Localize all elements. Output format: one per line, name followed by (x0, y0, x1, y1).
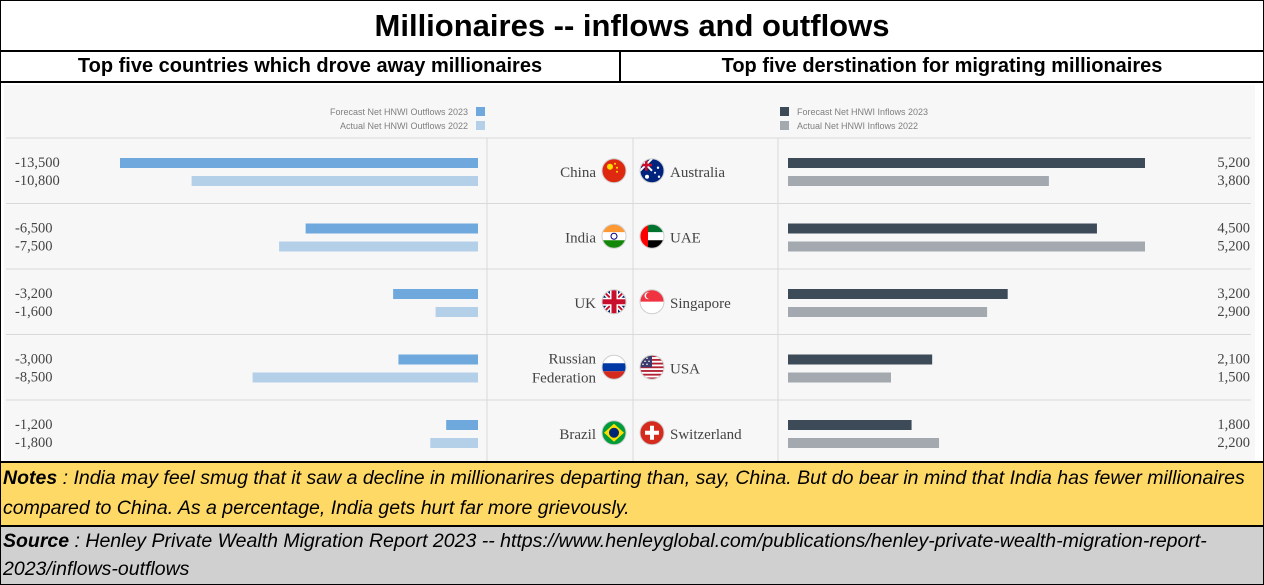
legend-label: Actual Net HNWI Inflows 2022 (797, 121, 918, 131)
outflow-value-label: -7,500 (15, 239, 52, 255)
russia-flag-icon (602, 355, 626, 380)
migration-chart: Forecast Net HNWI Outflows 2023 Actual Ne… (4, 85, 1255, 461)
origin-country-label: Brazil (559, 427, 596, 443)
outflow-bar (446, 420, 478, 430)
uae-flag-icon (640, 224, 664, 249)
origin-country-label: India (565, 230, 596, 246)
china-flag-icon (602, 158, 626, 183)
legend-label: Forecast Net HNWI Outflows 2023 (330, 107, 468, 117)
inflow-value-label: 1,800 (1217, 417, 1250, 433)
inflow-bar (788, 176, 1049, 186)
destination-country-label: Australia (670, 165, 725, 181)
outflow-bar (191, 176, 478, 186)
outflow-value-label: -8,500 (15, 370, 52, 386)
source-label: Source (3, 530, 70, 552)
flag-outline (601, 223, 627, 249)
brazil-flag-icon (602, 420, 626, 445)
flag-outline (639, 289, 665, 315)
inflow-value-label: 2,100 (1217, 352, 1250, 368)
outflow-bar (393, 289, 478, 299)
uk-flag-icon (602, 289, 626, 314)
inflow-value-label: 1,500 (1217, 370, 1250, 386)
inflow-value-label: 2,200 (1217, 435, 1250, 451)
outflow-bar (305, 223, 478, 234)
notes-label: Notes (3, 467, 58, 489)
outflow-value-label: -1,800 (15, 435, 52, 451)
destination-country-label: UAE (670, 230, 701, 246)
flag-outline (639, 158, 665, 184)
chart-area: Forecast Net HNWI Outflows 2023 Actual Ne… (1, 83, 1263, 461)
right-heading: Top five derstination for migrating mill… (621, 52, 1263, 83)
flag-outline (601, 420, 627, 446)
outflow-value-label: -10,800 (15, 173, 60, 189)
notes-text: : India may feel smug that it saw a decl… (3, 467, 1245, 519)
chart-background (4, 85, 1255, 461)
outflow-bar (252, 372, 478, 383)
legend-swatch (780, 121, 789, 130)
outflow-value-label: -3,200 (15, 286, 52, 302)
outflow-bar (430, 438, 478, 448)
inflow-bar (788, 241, 1145, 252)
outflow-value-label: -13,500 (15, 155, 60, 171)
inflow-bar (788, 158, 1145, 168)
notes-box: Notes : India may feel smug that it saw … (1, 461, 1263, 527)
flag-outline (639, 420, 665, 446)
inflow-bar (788, 354, 933, 365)
destination-country-label: Switzerland (670, 427, 742, 443)
india-flag-icon (602, 224, 626, 249)
inflow-bar (788, 420, 912, 430)
left-heading: Top five countries which drove away mill… (1, 52, 621, 83)
destination-country-label: Singapore (670, 296, 731, 312)
origin-country-label: China (560, 165, 596, 181)
flag-outline (639, 223, 665, 249)
legend-label: Actual Net HNWI Outflows 2022 (340, 121, 468, 131)
inflow-bar (788, 438, 940, 448)
legend-swatch (780, 107, 789, 116)
outflow-value-label: -6,500 (15, 221, 52, 237)
inflow-value-label: 2,900 (1217, 304, 1250, 320)
origin-country-label: Russian (548, 351, 596, 367)
singapore-flag-icon (640, 289, 664, 314)
source-box: Source : Henley Private Wealth Migration… (1, 527, 1263, 584)
inflow-value-label: 3,200 (1217, 286, 1250, 302)
flag-outline (601, 289, 627, 315)
inflow-bar (788, 223, 1097, 234)
legend-swatch (476, 107, 485, 116)
source-text: : Henley Private Wealth Migration Report… (3, 530, 1207, 580)
origin-country-label: UK (574, 296, 596, 312)
outflow-bar (435, 307, 478, 317)
legend-swatch (476, 121, 485, 130)
destination-country-label: USA (670, 361, 700, 377)
outflow-bar (120, 158, 478, 168)
origin-country-label: Federation (532, 370, 597, 386)
flag-outline (601, 158, 627, 184)
inflow-value-label: 5,200 (1217, 155, 1250, 171)
inflow-bar (788, 372, 891, 383)
inflow-value-label: 3,800 (1217, 173, 1250, 189)
legend-label: Forecast Net HNWI Inflows 2023 (797, 107, 928, 117)
page-title: Millionaires -- inflows and outflows (1, 1, 1263, 52)
inflow-value-label: 4,500 (1217, 221, 1250, 237)
switzerland-flag-icon (640, 420, 664, 445)
flag-outline (601, 354, 627, 380)
outflow-value-label: -3,000 (15, 352, 52, 368)
flag-outline (639, 354, 665, 380)
outflow-bar (279, 241, 478, 252)
outflow-value-label: -1,600 (15, 304, 52, 320)
usa-flag-icon (640, 355, 664, 380)
inflow-value-label: 5,200 (1217, 239, 1250, 255)
inflow-bar (788, 289, 1008, 299)
outflow-bar (398, 354, 478, 365)
inflow-bar (788, 307, 988, 317)
outflow-value-label: -1,200 (15, 417, 52, 433)
